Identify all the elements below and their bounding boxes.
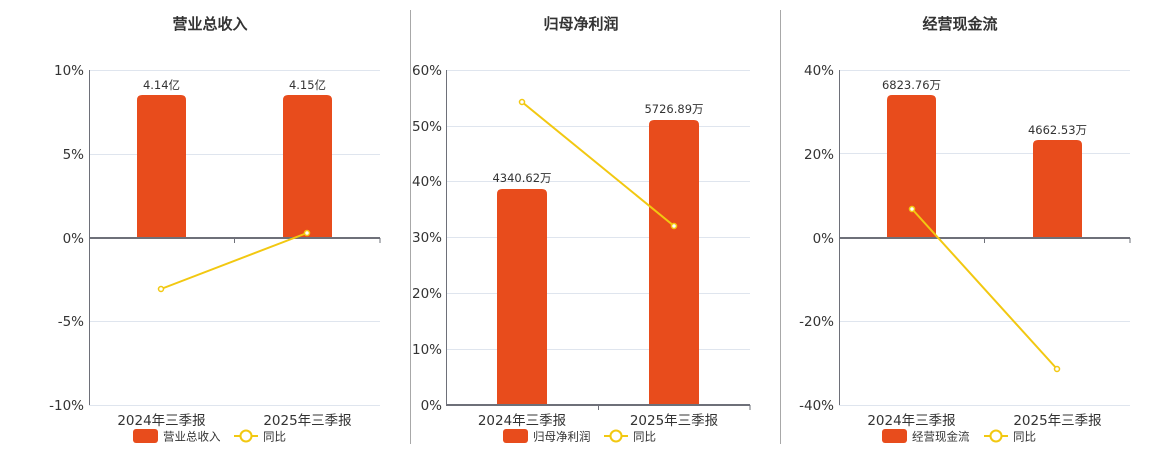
legend-line-swatch[interactable] [989,429,1003,443]
line-point[interactable] [670,222,678,230]
y-tick: 0% [813,231,835,247]
chart-panel-revenue: 营业总收入 10% 5% 0% -5% -10% 4.14亿 4.15亿 [0,0,400,450]
bar[interactable] [497,189,547,405]
bar-series [887,95,1082,238]
legend-bar-label[interactable]: 经营现金流 [912,430,970,444]
x-category-label: 2025年三季报 [1013,413,1101,429]
x-category-label: 2024年三季报 [867,413,955,429]
y-tick: 40% [412,174,442,190]
legend-line-label[interactable]: 同比 [263,430,286,444]
y-tick: -10% [49,398,84,414]
chart-svg-revenue: 10% 5% 0% -5% -10% 4.14亿 4.15亿 2024年三季报 … [49,63,381,444]
legend-line-label[interactable]: 同比 [1013,430,1036,444]
y-tick: 20% [412,286,442,302]
legend-bar-swatch[interactable] [503,429,528,443]
chart-title: 营业总收入 [172,15,248,33]
y-tick: 0% [63,231,85,247]
grid-lines [446,70,750,350]
x-category-label: 2025年三季报 [263,413,351,429]
y-tick: -40% [799,398,834,414]
bar-series [497,120,699,405]
line-point[interactable] [303,229,311,237]
line-point[interactable] [518,98,526,106]
legend-line-swatch[interactable] [239,429,253,443]
y-tick: 50% [412,119,442,135]
y-tick-labels: 40% 20% 0% -20% -40% [799,63,834,414]
legend-bar-label[interactable]: 归母净利润 [533,430,591,444]
y-tick: 10% [412,342,442,358]
y-tick: 0% [421,398,443,414]
bar[interactable] [887,95,936,238]
line-series-yoy [157,229,311,293]
chart-title: 经营现金流 [922,15,998,33]
line-point[interactable] [908,205,916,213]
bar[interactable] [283,95,332,238]
bar[interactable] [649,120,699,405]
legend: 营业总收入 同比 [133,429,286,444]
legend-line-swatch[interactable] [609,429,623,443]
y-tick: 40% [804,63,834,79]
chart-title: 归母净利润 [543,15,619,33]
legend-bar-swatch[interactable] [133,429,158,443]
legend-bar-label[interactable]: 营业总收入 [163,430,221,444]
bar[interactable] [137,95,186,238]
x-category-label: 2025年三季报 [630,413,718,429]
y-tick: -5% [58,314,84,330]
x-category-label: 2024年三季报 [117,413,205,429]
legend: 归母净利润 同比 [503,429,656,444]
y-tick: 30% [412,230,442,246]
bar-value-label: 4662.53万 [1028,123,1087,137]
legend-bar-swatch[interactable] [882,429,907,443]
y-tick-labels: 10% 5% 0% -5% -10% [49,63,84,414]
y-tick: 20% [804,147,834,163]
panel-divider-1 [410,10,411,444]
y-tick-labels: 60% 50% 40% 30% 20% 10% 0% [412,63,442,414]
panel-divider-2 [780,10,781,444]
legend-line-label[interactable]: 同比 [633,430,656,444]
x-category-label: 2024年三季报 [478,413,566,429]
line-point[interactable] [157,285,165,293]
y-tick: 5% [63,147,85,163]
bar[interactable] [1033,140,1082,238]
legend: 经营现金流 同比 [882,429,1036,444]
y-tick: -20% [799,314,834,330]
bar-series [137,95,332,238]
bar-value-label: 4.14亿 [143,78,180,92]
bar-value-label: 6823.76万 [882,78,941,92]
y-tick: 60% [412,63,442,79]
bar-value-label: 4.15亿 [289,78,326,92]
line-series-yoy [518,98,678,230]
bar-value-label: 5726.89万 [644,102,703,116]
y-tick: 10% [54,63,84,79]
bar-value-label: 4340.62万 [492,171,551,185]
line-point[interactable] [1053,365,1061,373]
line-series-yoy [908,205,1061,373]
